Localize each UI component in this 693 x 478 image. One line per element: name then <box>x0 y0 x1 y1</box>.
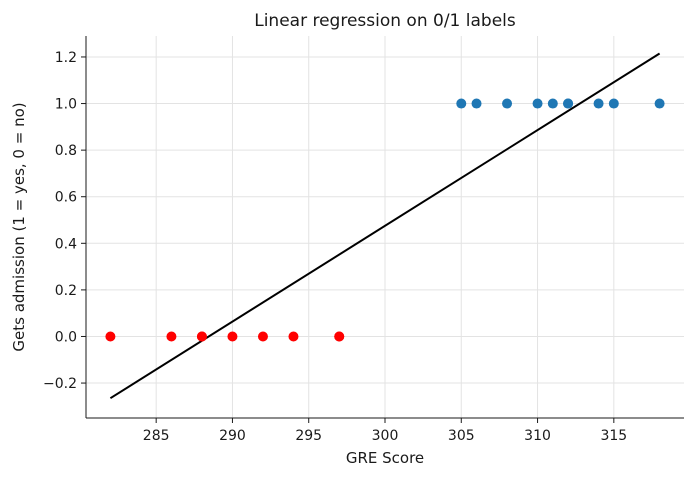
y-tick-label: 0.4 <box>55 236 77 252</box>
y-tick-label: 0.0 <box>55 329 77 345</box>
y-tick-label: −0.2 <box>43 376 77 392</box>
y-tick-label: 1.0 <box>55 97 77 113</box>
data-point <box>563 98 574 109</box>
data-point <box>257 331 268 342</box>
y-axis-label: Gets admission (1 = yes, 0 = no) <box>10 102 28 351</box>
data-point <box>456 98 467 109</box>
x-tick-label: 305 <box>448 428 475 444</box>
x-tick-label: 295 <box>295 428 322 444</box>
data-point <box>196 331 207 342</box>
data-point <box>532 98 543 109</box>
y-tick-label: 0.8 <box>55 143 77 159</box>
data-point <box>288 331 299 342</box>
chart-title: Linear regression on 0/1 labels <box>254 11 516 31</box>
data-point <box>334 331 345 342</box>
y-tick-label: 0.6 <box>55 190 77 206</box>
data-point <box>608 98 619 109</box>
data-point <box>166 331 177 342</box>
data-point <box>547 98 558 109</box>
data-point <box>471 98 482 109</box>
data-point <box>227 331 238 342</box>
x-tick-label: 290 <box>219 428 246 444</box>
x-tick-label: 300 <box>372 428 399 444</box>
y-tick-label: 0.2 <box>55 283 77 299</box>
scatter-points <box>105 98 665 342</box>
x-tick-label: 310 <box>524 428 551 444</box>
y-tick-label: 1.2 <box>55 50 77 66</box>
x-axis-label: GRE Score <box>346 449 424 467</box>
data-point <box>105 331 116 342</box>
x-tick-label: 315 <box>600 428 627 444</box>
x-ticks: 285 290 295 300 305 310 315 <box>143 418 627 444</box>
data-point <box>654 98 665 109</box>
data-point <box>593 98 604 109</box>
x-tick-label: 285 <box>143 428 170 444</box>
y-ticks: −0.2 0.0 0.2 0.4 0.6 0.8 1.0 1.2 <box>43 50 86 392</box>
data-point <box>502 98 513 109</box>
